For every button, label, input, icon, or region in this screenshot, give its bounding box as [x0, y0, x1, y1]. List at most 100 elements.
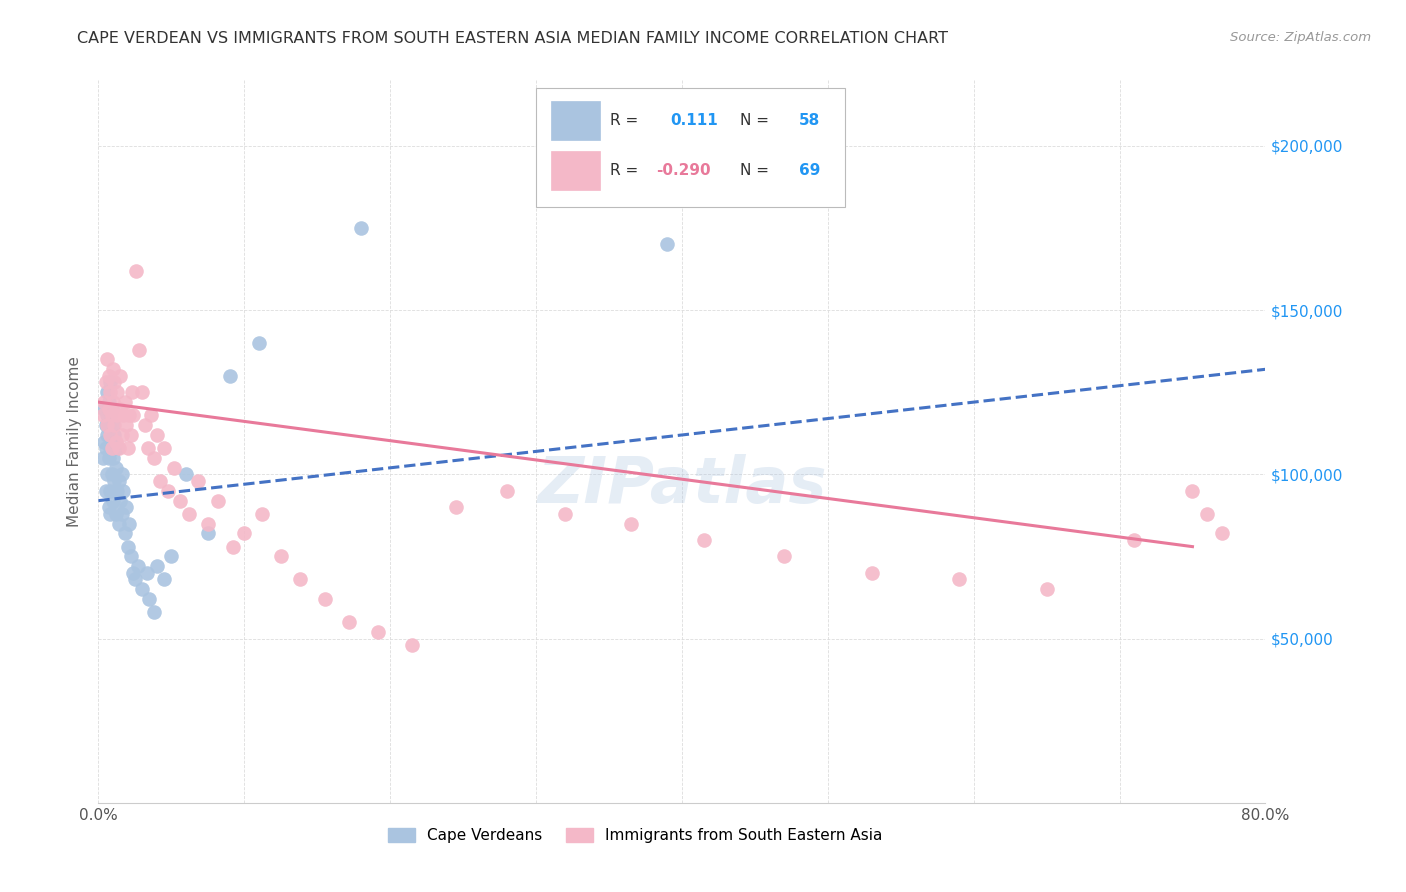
Point [103, 428, 125, 442]
Point [174, 467, 197, 482]
Point [96, 467, 118, 482]
Point [93, 434, 115, 449]
Point [97, 418, 120, 433]
Point [105, 441, 128, 455]
Point [218, 368, 240, 383]
Point [98, 428, 121, 442]
Point [288, 573, 311, 587]
Point [1211, 526, 1233, 541]
Point [110, 401, 132, 416]
Point [105, 483, 128, 498]
Point [860, 566, 883, 580]
Point [125, 264, 148, 278]
Point [657, 237, 679, 252]
Text: ZIPatlas: ZIPatlas [537, 454, 827, 516]
Point [98, 441, 121, 455]
Point [1123, 533, 1146, 547]
Point [115, 500, 138, 515]
FancyBboxPatch shape [551, 151, 600, 190]
Point [115, 418, 138, 433]
Text: -0.290: -0.290 [657, 163, 711, 178]
Point [112, 409, 135, 423]
Point [98, 483, 121, 498]
Point [101, 362, 124, 376]
Point [97, 395, 120, 409]
Point [96, 352, 118, 367]
Point [221, 540, 243, 554]
Point [101, 450, 124, 465]
Point [135, 566, 157, 580]
Point [367, 625, 389, 640]
Text: 0.111: 0.111 [671, 112, 718, 128]
Point [110, 493, 132, 508]
Point [105, 409, 128, 423]
Text: Source: ZipAtlas.com: Source: ZipAtlas.com [1230, 31, 1371, 45]
Point [118, 409, 141, 423]
Point [100, 467, 122, 482]
Point [122, 409, 145, 423]
Point [197, 526, 219, 541]
Point [120, 549, 142, 564]
Point [101, 395, 124, 409]
Point [270, 549, 292, 564]
Point [134, 418, 156, 433]
Point [233, 526, 256, 541]
Point [118, 516, 141, 531]
Point [444, 500, 467, 515]
Point [207, 493, 229, 508]
Point [138, 592, 160, 607]
Point [120, 428, 142, 442]
Point [97, 500, 120, 515]
Point [127, 559, 149, 574]
Point [100, 441, 122, 455]
Point [314, 592, 336, 607]
Point [103, 376, 125, 390]
Point [98, 507, 121, 521]
Point [247, 336, 270, 351]
Point [117, 540, 139, 554]
Point [620, 516, 643, 531]
Point [98, 376, 121, 390]
Point [108, 516, 131, 531]
Point [101, 418, 124, 433]
Point [350, 221, 373, 235]
Point [177, 507, 200, 521]
Point [153, 573, 176, 587]
Point [1195, 507, 1218, 521]
Point [131, 385, 153, 400]
Point [1181, 483, 1204, 498]
Point [96, 385, 118, 400]
Point [948, 573, 970, 587]
Point [197, 516, 219, 531]
Point [105, 385, 128, 400]
Point [91, 409, 114, 423]
Point [103, 418, 125, 433]
Point [160, 549, 183, 564]
Point [149, 474, 172, 488]
Point [110, 368, 132, 383]
Point [114, 395, 136, 409]
Point [100, 401, 122, 416]
Point [139, 409, 162, 423]
Point [98, 385, 121, 400]
Point [94, 376, 117, 390]
Point [693, 533, 716, 547]
Point [131, 582, 153, 597]
Point [97, 450, 120, 465]
Text: R =: R = [610, 112, 638, 128]
Point [122, 566, 145, 580]
Point [91, 450, 114, 465]
Point [111, 467, 134, 482]
Point [496, 483, 519, 498]
Point [1035, 582, 1057, 597]
Point [100, 434, 122, 449]
Point [93, 401, 115, 416]
Point [146, 428, 169, 442]
Point [401, 638, 423, 652]
Point [108, 441, 131, 455]
Point [250, 507, 273, 521]
Point [98, 409, 121, 423]
Text: CAPE VERDEAN VS IMMIGRANTS FROM SOUTH EASTERN ASIA MEDIAN FAMILY INCOME CORRELAT: CAPE VERDEAN VS IMMIGRANTS FROM SOUTH EA… [77, 31, 948, 46]
Point [121, 385, 143, 400]
Point [169, 493, 191, 508]
